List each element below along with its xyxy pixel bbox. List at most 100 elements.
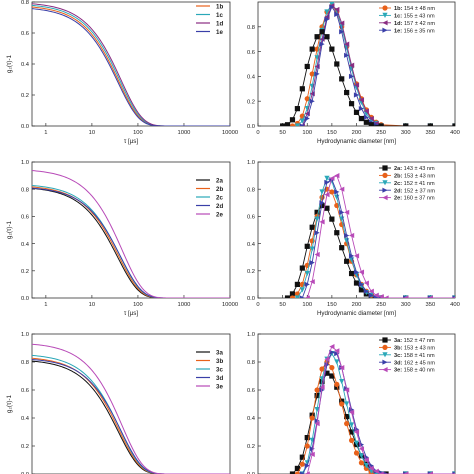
series-line xyxy=(32,186,230,298)
data-point xyxy=(314,55,320,61)
legend-series-name: 2d: xyxy=(394,188,403,194)
legend-marker xyxy=(382,367,388,373)
x-tick-label: 0 xyxy=(256,130,259,136)
series-2d xyxy=(32,187,230,298)
data-point xyxy=(378,123,384,126)
data-point xyxy=(358,446,365,452)
y-tick-label: 0.8 xyxy=(247,360,255,366)
data-point xyxy=(334,348,340,354)
data-point xyxy=(319,200,325,206)
data-point xyxy=(383,471,389,474)
data-point xyxy=(378,294,384,298)
data-point xyxy=(358,97,365,103)
x-tick-label: 1000 xyxy=(178,130,191,136)
data-point xyxy=(339,76,345,82)
data-point xyxy=(304,295,310,298)
data-point xyxy=(339,245,345,251)
y-tick-label: 0.8 xyxy=(21,187,29,193)
data-point xyxy=(324,179,330,185)
legend-series-name: 1c: xyxy=(394,14,402,20)
data-point xyxy=(294,106,300,112)
x-tick-label: 400 xyxy=(450,130,460,136)
data-point xyxy=(294,295,300,298)
data-point xyxy=(334,173,340,179)
legend-label: 3e xyxy=(216,383,223,390)
data-point xyxy=(324,192,330,198)
legend-series-value: 153 ± 43 nm xyxy=(402,174,435,180)
data-point xyxy=(363,280,369,286)
data-point xyxy=(324,34,330,40)
x-tick-label: 200 xyxy=(352,302,362,308)
legend-label: 3b xyxy=(216,358,223,365)
legend-series-value: 155 ± 43 nm xyxy=(402,14,435,20)
plot-area xyxy=(32,170,230,298)
legend-marker xyxy=(382,165,388,171)
data-point xyxy=(299,123,305,126)
data-point xyxy=(309,71,315,77)
x-tick-label: 1000 xyxy=(178,302,191,308)
data-point xyxy=(334,61,340,67)
y-tick-label: 0.4 xyxy=(21,242,30,248)
series-line xyxy=(32,187,230,298)
legend-label: 1e: 156 ± 35 nm xyxy=(394,28,435,34)
legend-marker xyxy=(382,172,388,178)
data-point xyxy=(299,287,305,293)
series-line xyxy=(301,179,455,298)
series-line xyxy=(32,3,230,126)
data-point xyxy=(334,11,340,17)
data-point xyxy=(339,365,345,371)
legend-series-value: 152 ± 41 nm xyxy=(402,181,435,187)
y-tick-label: 0.2 xyxy=(247,269,255,275)
legend-series-value: 152 ± 37 nm xyxy=(402,188,435,194)
y-tick-label: 1.0 xyxy=(21,160,29,166)
y-tick-label: 0.8 xyxy=(21,360,29,366)
data-point xyxy=(353,109,360,115)
data-point xyxy=(309,246,315,252)
y-tick-label: 1.0 xyxy=(247,332,255,338)
data-point xyxy=(344,52,350,58)
legend-marker xyxy=(382,180,388,186)
data-point xyxy=(299,471,305,474)
series-line xyxy=(32,357,230,474)
data-point xyxy=(344,89,350,96)
x-axis-label: Hydrodynamic diameter [nm] xyxy=(317,310,396,317)
series-line xyxy=(32,343,230,474)
data-point xyxy=(324,16,330,22)
x-axis-label: τ [μs] xyxy=(124,310,139,317)
legend-series-name: 2c: xyxy=(394,181,402,187)
x-tick-label: 350 xyxy=(426,302,436,308)
data-point xyxy=(358,106,365,112)
data-point xyxy=(348,62,355,68)
data-point xyxy=(363,114,369,120)
data-point xyxy=(363,463,369,469)
x-tick-label: 10000 xyxy=(222,130,238,136)
legend-series-value: 153 ± 43 nm xyxy=(402,346,435,352)
legend-series-name: 1d: xyxy=(394,21,403,27)
y-tick-label: 0.6 xyxy=(21,31,29,37)
data-point xyxy=(427,471,433,474)
legend-series-value: 143 ± 43 nm xyxy=(402,166,435,172)
x-tick-label: 1 xyxy=(44,130,47,136)
x-tick-label: 10 xyxy=(89,130,95,136)
x-tick-label: 350 xyxy=(426,130,436,136)
data-point xyxy=(329,46,335,52)
data-point xyxy=(304,281,310,287)
data-point xyxy=(284,122,291,126)
data-point xyxy=(289,471,296,474)
data-point xyxy=(319,384,325,390)
data-point xyxy=(353,253,360,259)
series-1d xyxy=(32,3,230,126)
y-tick-label: 0.2 xyxy=(21,93,29,99)
data-point xyxy=(339,209,345,215)
data-point xyxy=(339,29,345,35)
data-point xyxy=(344,421,350,427)
series-2a xyxy=(32,187,230,298)
y-tick-label: 0.0 xyxy=(21,124,29,130)
legend-marker xyxy=(382,344,388,350)
legend-label: 1e xyxy=(216,29,223,36)
legend-label: 2e: 160 ± 37 nm xyxy=(394,196,435,202)
data-point xyxy=(403,295,409,298)
data-point xyxy=(452,296,455,298)
